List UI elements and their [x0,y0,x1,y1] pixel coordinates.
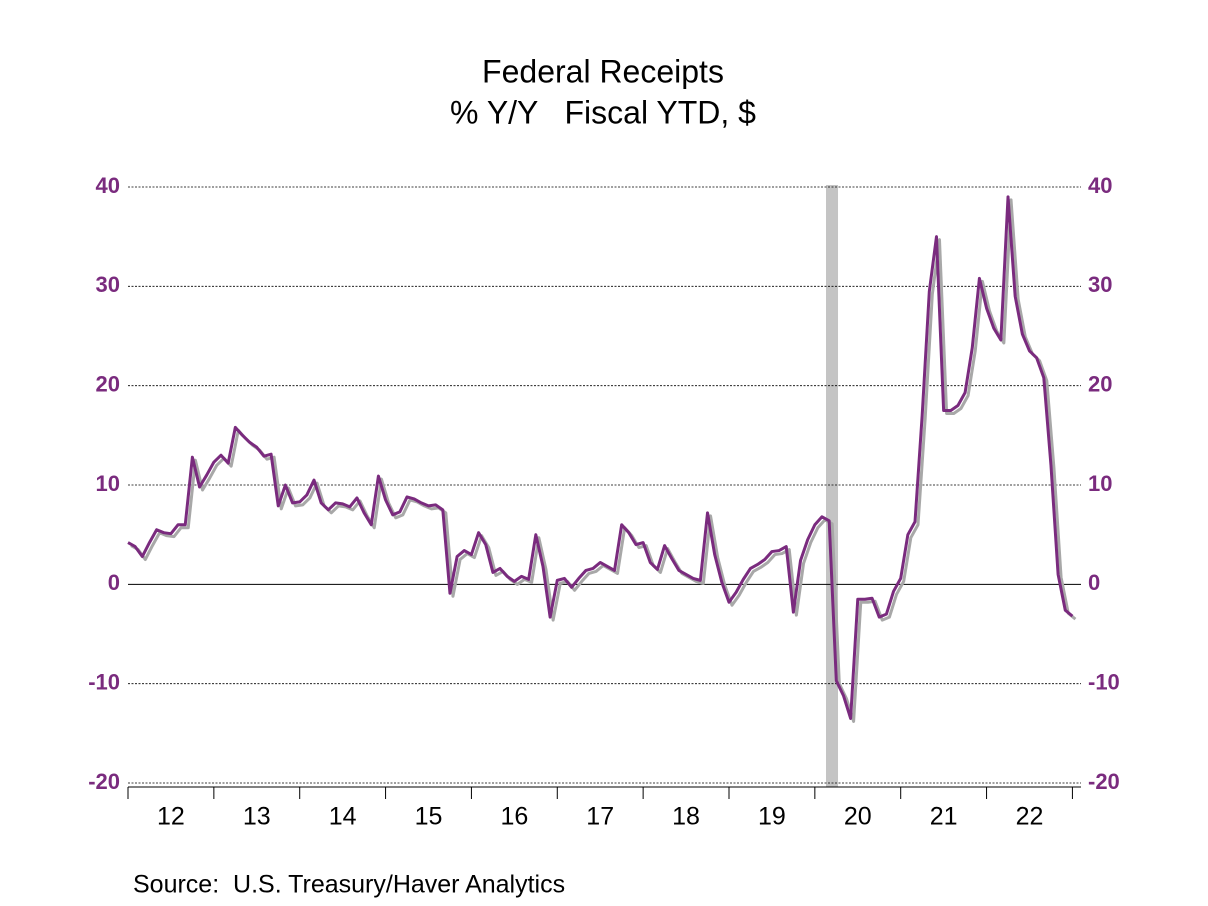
x-tick-label: 18 [672,803,700,831]
y2-tick-label: 20 [1088,371,1112,396]
chart-title: Federal Receipts [482,53,724,89]
x-tick-label: 12 [157,803,185,831]
data-line [127,195,1074,720]
y-tick-label: 10 [96,471,120,496]
x-tick-label: 17 [586,803,614,831]
y-tick-label: -20 [88,769,120,794]
y2-tick-label: -20 [1088,769,1120,794]
x-tick-label: 20 [844,803,872,831]
x-tick-label: 13 [243,803,271,831]
y2-tick-label: 30 [1088,272,1112,297]
y2-tick-label: 0 [1088,570,1100,595]
x-tick-label: 16 [500,803,528,831]
y2-tick-label: 40 [1088,173,1112,198]
y2-tick-label: -10 [1088,669,1120,694]
recession-band [826,185,839,787]
x-tick-label: 15 [415,803,443,831]
x-tick-label: 22 [1016,803,1044,831]
y-tick-label: 0 [108,570,120,595]
y-tick-label: 30 [96,272,120,297]
y2-tick-label: 10 [1088,471,1112,496]
y-tick-label: -10 [88,669,120,694]
x-tick-label: 14 [329,803,357,831]
y-tick-label: 20 [96,371,120,396]
x-tick-label: 21 [930,803,958,831]
y-tick-label: 40 [96,173,120,198]
x-tick-label: 19 [758,803,786,831]
chart-subtitle: % Y/Y Fiscal YTD, $ [450,94,756,130]
source-note: Source: U.S. Treasury/Haver Analytics [133,871,565,899]
